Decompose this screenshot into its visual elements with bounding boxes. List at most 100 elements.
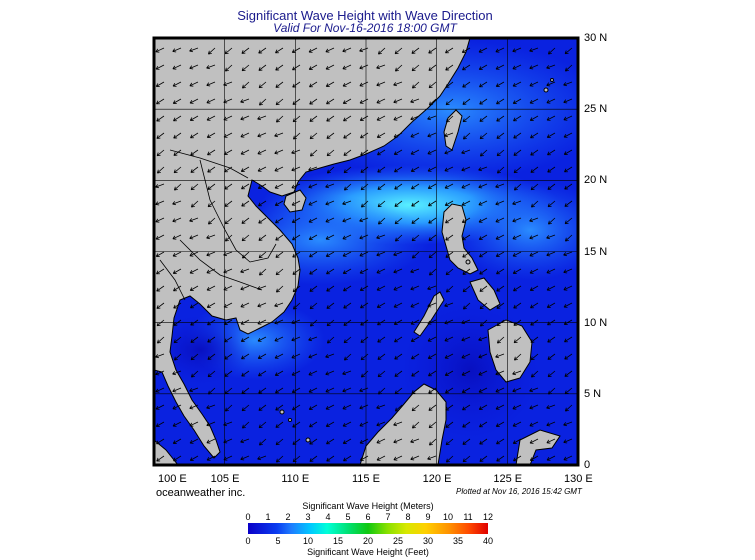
wave-arrow <box>529 404 539 410</box>
wave-arrow <box>529 455 539 461</box>
wave-arrow <box>496 149 505 157</box>
wave-arrow <box>207 47 216 55</box>
wave-arrow <box>410 302 420 308</box>
wave-arrow <box>427 183 437 189</box>
wave-arrow <box>445 455 454 463</box>
wave-arrow <box>546 132 556 138</box>
wave-arrow <box>359 285 369 291</box>
latitude-label: 30 N <box>584 32 608 44</box>
wave-arrow <box>241 387 250 394</box>
scale-meters-title: Significant Wave Height (Meters) <box>302 501 434 511</box>
wave-arrow <box>512 200 522 206</box>
wave-arrow <box>563 81 573 87</box>
wave-arrow <box>393 285 403 291</box>
wave-arrow <box>173 302 182 309</box>
wave-arrow <box>309 285 318 292</box>
wave-arrow <box>155 353 165 359</box>
wave-arrow <box>173 353 182 361</box>
wave-arrow <box>308 234 318 240</box>
wave-arrow <box>343 455 352 462</box>
wave-arrow <box>309 81 318 88</box>
wave-arrow <box>359 217 369 223</box>
scale-tick-label: 5 <box>345 512 351 522</box>
wave-arrow <box>257 455 267 461</box>
wave-arrow <box>325 421 335 427</box>
wave-arrow <box>325 234 335 240</box>
scale-tick-label: 9 <box>425 512 431 522</box>
wave-arrow <box>376 234 386 240</box>
wave-arrow <box>411 234 420 242</box>
scale-tick-label: 4 <box>325 512 331 522</box>
wave-arrow <box>241 183 250 190</box>
wave-arrow <box>258 370 267 377</box>
wave-arrow <box>257 302 267 308</box>
wave-arrow <box>189 115 199 121</box>
scale-tick-label: 40 <box>482 536 494 546</box>
wave-arrow <box>240 268 250 274</box>
wave-arrow <box>462 404 471 411</box>
wave-arrow <box>428 404 437 411</box>
wave-arrow <box>258 387 267 394</box>
wave-arrow <box>495 200 505 206</box>
wave-arrow <box>360 370 369 378</box>
wave-arrow <box>376 302 386 308</box>
wave-arrow <box>478 47 488 53</box>
wave-arrow <box>530 149 539 156</box>
wave-arrow <box>513 149 522 156</box>
wave-arrow <box>326 98 335 105</box>
wave-arrow <box>206 302 216 308</box>
wave-arrow <box>546 285 556 291</box>
wave-arrow <box>564 47 573 55</box>
wave-arrow <box>495 387 505 393</box>
wave-arrow <box>360 302 369 309</box>
wave-arrow <box>563 115 573 121</box>
longitude-label: 130 E <box>564 473 593 485</box>
wave-arrow <box>444 183 454 189</box>
wave-arrow <box>172 81 182 87</box>
wave-arrow <box>172 370 182 376</box>
wave-arrow <box>207 183 216 190</box>
wave-arrow <box>173 149 182 156</box>
wave-arrow <box>342 438 352 444</box>
wave-arrow <box>411 217 420 224</box>
wave-arrow <box>462 421 471 428</box>
wave-arrow <box>495 421 505 427</box>
wave-arrow <box>445 285 454 293</box>
wave-arrow <box>326 115 335 122</box>
wave-arrow <box>190 149 199 156</box>
wave-arrow <box>529 234 539 240</box>
wave-arrow <box>308 370 318 376</box>
wave-arrow <box>428 64 437 71</box>
scale-tick-label: 10 <box>302 536 314 546</box>
wave-arrow <box>206 285 216 291</box>
wave-arrow <box>190 302 199 309</box>
wave-arrow <box>155 217 165 223</box>
wave-arrow <box>359 268 369 274</box>
wave-arrow <box>207 200 216 208</box>
wave-arrow <box>155 47 165 53</box>
wave-arrow <box>275 268 284 276</box>
wave-arrow <box>496 115 505 122</box>
wave-arrow <box>343 115 352 122</box>
wave-arrow <box>240 336 250 342</box>
wave-arrow <box>342 234 352 240</box>
wave-arrow <box>512 438 522 444</box>
wave-arrow <box>274 302 284 308</box>
wave-arrow <box>393 81 403 87</box>
wave-arrow <box>206 64 216 70</box>
wave-arrow <box>172 438 182 444</box>
wave-arrow <box>563 268 573 274</box>
wave-arrow <box>496 132 505 139</box>
wave-arrow <box>444 149 454 155</box>
wave-arrow <box>155 370 165 376</box>
wave-arrow <box>155 421 165 427</box>
wave-arrow <box>513 302 522 309</box>
wave-arrow <box>309 421 318 428</box>
wave-arrow <box>444 132 454 138</box>
wave-arrow <box>156 302 165 309</box>
wave-arrow <box>461 149 471 155</box>
wave-arrow <box>257 166 267 172</box>
wave-arrow <box>325 404 335 410</box>
wave-arrow <box>479 319 488 327</box>
wave-arrow <box>462 115 471 123</box>
